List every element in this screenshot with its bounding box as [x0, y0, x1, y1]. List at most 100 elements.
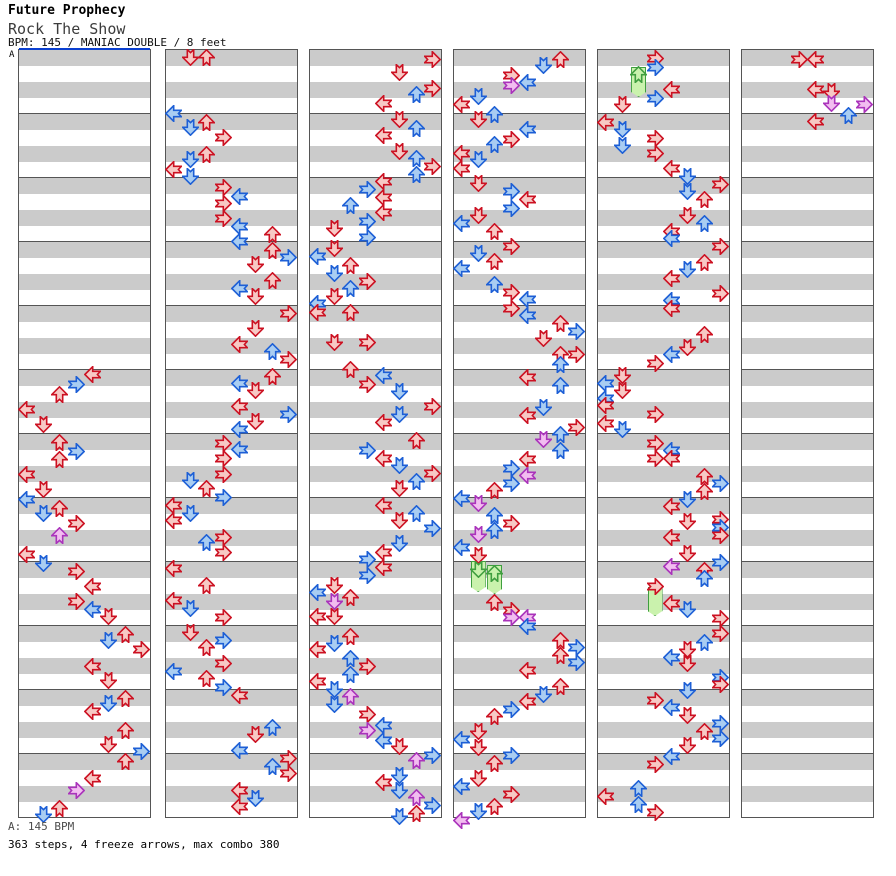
- footer-stats-line: 363 steps, 4 freeze arrows, max combo 38…: [8, 838, 280, 851]
- 4th-note-arrow: [181, 48, 199, 66]
- 8th-note-arrow: [198, 533, 216, 551]
- 8th-note-arrow: [214, 488, 232, 506]
- 4th-note-arrow: [391, 63, 409, 81]
- 8th-note-arrow: [391, 807, 409, 825]
- 8th-note-arrow: [100, 631, 118, 649]
- 4th-note-arrow: [518, 368, 536, 386]
- 4th-note-arrow: [309, 607, 327, 625]
- 8th-note-arrow: [358, 180, 376, 198]
- 4th-note-arrow: [165, 160, 183, 178]
- 4th-note-arrow: [597, 113, 615, 131]
- 4th-note-arrow: [469, 722, 487, 740]
- 8th-note-arrow: [230, 232, 248, 250]
- 4th-note-arrow: [358, 657, 376, 675]
- 8th-note-arrow: [325, 264, 343, 282]
- 8th-note-arrow: [695, 633, 713, 651]
- 8th-note-arrow: [358, 212, 376, 230]
- freeze-arrow-head: [469, 560, 487, 578]
- 4th-note-arrow: [424, 50, 442, 68]
- 8th-note-arrow: [486, 506, 504, 524]
- 4th-note-arrow: [230, 686, 248, 704]
- 4th-note-arrow: [568, 345, 586, 363]
- 4th-note-arrow: [214, 209, 232, 227]
- 4th-note-arrow: [518, 406, 536, 424]
- 4th-note-arrow: [358, 705, 376, 723]
- 4th-note-arrow: [230, 797, 248, 815]
- 8th-note-arrow: [374, 716, 392, 734]
- 4th-note-arrow: [309, 303, 327, 321]
- 8th-note-arrow: [181, 167, 199, 185]
- 4th-note-arrow: [325, 333, 343, 351]
- 4th-note-arrow: [453, 95, 471, 113]
- chart-panel-1: [18, 48, 151, 823]
- 16th-note-arrow: [51, 526, 69, 544]
- 4th-note-arrow: [374, 449, 392, 467]
- 4th-note-arrow: [374, 172, 392, 190]
- 8th-note-arrow: [34, 554, 52, 572]
- 4th-note-arrow: [214, 465, 232, 483]
- 8th-note-arrow: [535, 685, 553, 703]
- 4th-note-arrow: [309, 640, 327, 658]
- 8th-note-arrow: [568, 653, 586, 671]
- 8th-note-arrow: [230, 374, 248, 392]
- 4th-note-arrow: [662, 594, 680, 612]
- 4th-note-arrow: [358, 333, 376, 351]
- 8th-note-arrow: [342, 279, 360, 297]
- 4th-note-arrow: [198, 479, 216, 497]
- 8th-note-arrow: [34, 805, 52, 823]
- 4th-note-arrow: [280, 350, 298, 368]
- 4th-note-arrow: [679, 512, 697, 530]
- 4th-note-arrow: [51, 499, 69, 517]
- 8th-note-arrow: [230, 279, 248, 297]
- 8th-note-arrow: [391, 405, 409, 423]
- 8th-note-arrow: [551, 441, 569, 459]
- 4th-note-arrow: [695, 253, 713, 271]
- 4th-note-arrow: [83, 577, 101, 595]
- 4th-note-arrow: [679, 736, 697, 754]
- 8th-note-arrow: [100, 694, 118, 712]
- chart-panel-6: [741, 49, 874, 818]
- 4th-note-arrow: [469, 769, 487, 787]
- 4th-note-arrow: [486, 481, 504, 499]
- 8th-note-arrow: [502, 182, 520, 200]
- 4th-note-arrow: [646, 577, 664, 595]
- 4th-note-arrow: [247, 381, 265, 399]
- 4th-note-arrow: [679, 206, 697, 224]
- 8th-note-arrow: [165, 104, 183, 122]
- 4th-note-arrow: [424, 157, 442, 175]
- 4th-note-arrow: [424, 464, 442, 482]
- 8th-note-arrow: [712, 714, 730, 732]
- song-title: Rock The Show: [8, 20, 126, 38]
- 8th-note-arrow: [662, 747, 680, 765]
- 8th-note-arrow: [309, 247, 327, 265]
- 8th-note-arrow: [407, 472, 425, 490]
- page-title: Future Prophecy: [8, 3, 126, 18]
- 4th-note-arrow: [116, 752, 134, 770]
- 4th-note-arrow: [374, 543, 392, 561]
- 8th-note-arrow: [551, 376, 569, 394]
- 4th-note-arrow: [325, 287, 343, 305]
- 4th-note-arrow: [502, 785, 520, 803]
- 4th-note-arrow: [679, 544, 697, 562]
- 8th-note-arrow: [374, 366, 392, 384]
- 4th-note-arrow: [551, 631, 569, 649]
- 4th-note-arrow: [391, 511, 409, 529]
- 8th-note-arrow: [679, 167, 697, 185]
- 16th-note-arrow: [823, 94, 841, 112]
- 4th-note-arrow: [391, 110, 409, 128]
- 4th-note-arrow: [695, 722, 713, 740]
- 4th-note-arrow: [679, 654, 697, 672]
- 8th-note-arrow: [613, 136, 631, 154]
- 4th-note-arrow: [280, 304, 298, 322]
- 4th-note-arrow: [662, 80, 680, 98]
- 8th-note-arrow: [342, 649, 360, 667]
- 4th-note-arrow: [695, 467, 713, 485]
- 4th-note-arrow: [662, 528, 680, 546]
- 4th-note-arrow: [502, 237, 520, 255]
- 8th-note-arrow: [695, 569, 713, 587]
- 8th-note-arrow: [695, 214, 713, 232]
- 4th-note-arrow: [486, 593, 504, 611]
- 8th-note-arrow: [391, 534, 409, 552]
- 4th-note-arrow: [424, 397, 442, 415]
